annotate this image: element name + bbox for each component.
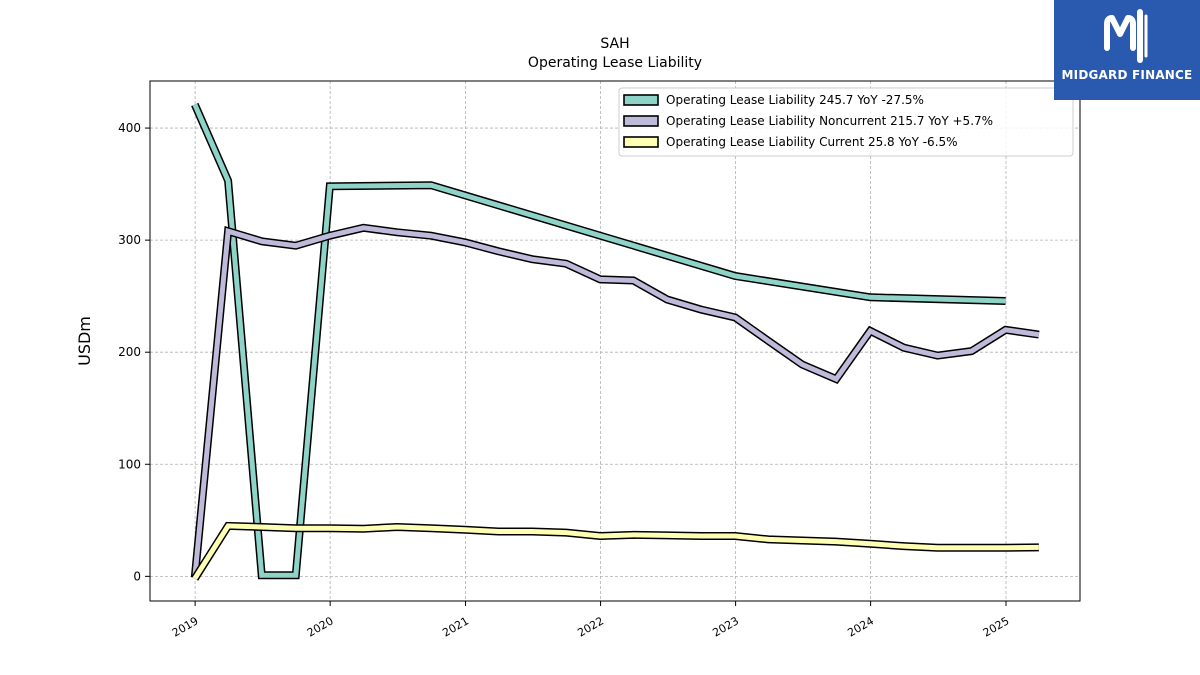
x-tick-label: 2021 <box>440 614 471 639</box>
series-line <box>192 523 1039 580</box>
y-axis: 0 100 200 300 400 <box>118 121 150 583</box>
chart-title: SAH <box>600 36 629 52</box>
x-tick-label: 2024 <box>845 614 876 639</box>
x-axis: 2019 2020 2021 2022 2023 2024 2025 <box>170 601 1012 640</box>
legend-swatch <box>623 94 659 106</box>
series-1 <box>191 102 1006 580</box>
y-tick-label: 300 <box>118 233 141 247</box>
x-tick-label: 2023 <box>710 614 741 639</box>
x-tick-label: 2019 <box>170 614 201 639</box>
plot-frame <box>149 80 1081 602</box>
logo-text: MIDGARD FINANCE <box>1061 68 1193 82</box>
y-tick-label: 400 <box>118 121 141 135</box>
legend: Operating Lease Liability 245.7 YoY -27.… <box>618 87 1074 157</box>
series-3 <box>191 521 1039 581</box>
legend-swatch <box>623 115 659 127</box>
series-lines <box>190 102 1040 581</box>
chart-subtitle: Operating Lease Liability <box>528 55 702 71</box>
legend-swatch <box>623 136 659 148</box>
x-tick-label: 2020 <box>305 614 336 639</box>
y-tick-label: 0 <box>133 569 141 583</box>
series-line <box>192 225 1040 578</box>
x-tick-label: 2022 <box>575 614 606 639</box>
y-tick-label: 200 <box>118 345 141 359</box>
x-tick-label: 2025 <box>981 614 1012 639</box>
series-2 <box>190 223 1040 578</box>
grid <box>150 81 1080 601</box>
legend-entry: Operating Lease Liability 245.7 YoY -27.… <box>666 93 924 107</box>
y-tick-label: 100 <box>118 457 141 471</box>
legend-entry: Operating Lease Liability Current 25.8 Y… <box>666 135 958 149</box>
midgard-finance-logo: MIDGARD FINANCE <box>1054 0 1200 100</box>
midgard-m-logo-icon <box>1104 9 1148 63</box>
y-axis-label: USDm <box>75 316 94 366</box>
legend-entry: Operating Lease Liability Noncurrent 215… <box>666 114 993 128</box>
legend-frame <box>618 87 1074 157</box>
series-line <box>192 103 1006 578</box>
